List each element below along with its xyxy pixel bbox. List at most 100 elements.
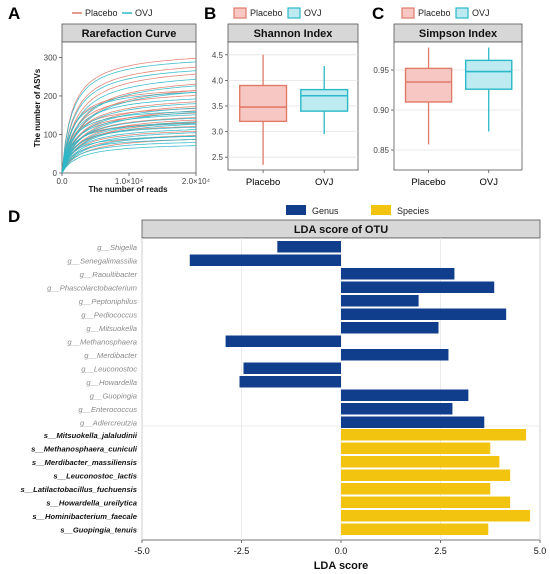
simpson-legend: Placebo OVJ xyxy=(401,7,490,19)
species-taxon-label: s__Methanosphaera_cuniculi xyxy=(31,445,138,454)
lda-legend: Genus Species xyxy=(286,205,430,216)
rarefaction-curve-ovj xyxy=(61,61,197,174)
genus-bar xyxy=(243,362,341,374)
shannon-boxes xyxy=(238,54,349,165)
panel-b-label: B xyxy=(204,4,216,23)
genus-taxon-label: g__Enterococcus xyxy=(78,405,137,414)
simpson-title: Simpson Index xyxy=(419,28,498,40)
legend-placebo-label: Placebo xyxy=(250,8,283,18)
rarefaction-curve-ovj xyxy=(61,126,197,174)
species-taxon-label: s__Howardella_ureilytica xyxy=(46,499,137,508)
genus-bar xyxy=(341,403,453,415)
genus-bar xyxy=(341,389,469,401)
rarefaction-axes: 0.0 1.0×10⁴ 2.0×10⁴ 0 100 200 300 xyxy=(44,53,211,186)
y-tick-label: 2.5 xyxy=(212,153,224,162)
rarefaction-curve-ovj xyxy=(61,129,197,174)
genus-bar xyxy=(341,322,439,334)
legend-genus-swatch xyxy=(286,205,306,215)
genus-taxon-label: g__Peptoniphilus xyxy=(79,297,137,306)
rarefaction-curve-ovj xyxy=(61,136,197,174)
genus-bar xyxy=(341,308,507,320)
rarefaction-xlabel: The number of reads xyxy=(88,185,168,194)
species-bar xyxy=(341,456,500,468)
species-bar xyxy=(341,429,527,441)
y-tick-label: 0.95 xyxy=(373,66,389,75)
species-bar xyxy=(341,523,489,535)
legend-placebo-box xyxy=(233,7,247,19)
panel-d-label: D xyxy=(8,207,20,226)
lda-xlabel: LDA score xyxy=(314,560,369,572)
y-tick-label: 4.0 xyxy=(212,76,224,85)
simpson-boxes xyxy=(404,47,513,145)
legend-ovj-box xyxy=(287,7,301,19)
lda-bars xyxy=(189,241,531,535)
x-tick-label: 5.0 xyxy=(534,546,547,556)
panel-c-label: C xyxy=(372,4,384,23)
species-taxon-label: s__Mitsuokella_jalaludinii xyxy=(44,431,138,440)
x-tick-label: 0.0 xyxy=(335,546,348,556)
x-tick-label: 0.0 xyxy=(56,177,68,186)
legend-ovj-box xyxy=(455,7,469,19)
genus-taxon-label: g__Adlercreutzia xyxy=(80,419,137,428)
x-tick-label: 2.0×10⁴ xyxy=(182,177,211,186)
genus-taxon-label: g__Guopingia xyxy=(90,392,137,401)
rarefaction-curve-placebo xyxy=(61,119,197,174)
rarefaction-title: Rarefaction Curve xyxy=(82,28,177,40)
species-bar xyxy=(341,510,531,522)
rarefaction-curve-placebo xyxy=(61,66,197,174)
rarefaction-curve-ovj xyxy=(61,103,197,174)
genus-bar xyxy=(189,254,341,266)
legend-species-label: Species xyxy=(397,206,430,216)
shannon-legend: Placebo OVJ xyxy=(233,7,322,19)
species-bar xyxy=(341,442,491,454)
genus-bar xyxy=(341,416,485,428)
legend-placebo-label: Placebo xyxy=(85,8,118,18)
y-tick-label: 3.0 xyxy=(212,128,224,137)
rarefaction-curve-ovj xyxy=(61,123,197,174)
genus-bar xyxy=(341,295,419,307)
x-category-label: OVJ xyxy=(315,177,334,188)
x-category-label: Placebo xyxy=(246,177,280,188)
genus-taxon-label: g__Phascolarctobacterium xyxy=(47,284,137,293)
species-bar xyxy=(341,469,511,481)
rarefaction-curve-ovj xyxy=(61,92,197,174)
rarefaction-curve-placebo xyxy=(61,90,197,174)
legend-ovj-label: OVJ xyxy=(304,8,322,18)
genus-bar xyxy=(341,268,455,280)
simpson-axes: 0.85 0.90 0.95 Placebo OVJ xyxy=(373,66,498,188)
rarefaction-curve-placebo xyxy=(61,130,197,174)
legend-ovj-label: OVJ xyxy=(472,8,490,18)
rarefaction-legend: Placebo OVJ xyxy=(72,8,153,18)
placebo-box xyxy=(238,84,288,123)
rarefaction-curve-ovj xyxy=(61,78,197,174)
legend-placebo-box xyxy=(401,7,415,19)
x-tick-label: -5.0 xyxy=(134,546,150,556)
y-tick-label: 0.85 xyxy=(373,146,389,155)
rarefaction-curve-ovj xyxy=(61,114,197,174)
legend-placebo-label: Placebo xyxy=(418,8,451,18)
genus-taxon-label: g__Howardella xyxy=(86,378,137,387)
genus-taxon-label: g__Pediococcus xyxy=(81,311,137,320)
species-taxon-label: s__Merdibacter_massiliensis xyxy=(32,458,137,467)
lda-axes: g__Shigella g__Senegalimassilia g__Raoulti… xyxy=(21,243,547,556)
species-bar xyxy=(341,483,491,495)
species-bar xyxy=(341,496,511,508)
panel-a-label: A xyxy=(8,4,20,23)
rarefaction-curve-ovj xyxy=(61,145,196,174)
x-tick-label: -2.5 xyxy=(234,546,250,556)
rarefaction-curve-placebo xyxy=(61,83,197,174)
rarefaction-ylabel: The number of ASVs xyxy=(33,68,42,147)
genus-bar xyxy=(341,281,495,293)
genus-taxon-label: g__Shigella xyxy=(97,243,137,252)
genus-taxon-label: g__Senegalimassilia xyxy=(67,257,137,266)
rarefaction-curve-ovj xyxy=(61,98,197,174)
rarefaction-curve-ovj xyxy=(61,123,197,174)
rarefaction-curve-placebo xyxy=(61,73,197,174)
x-tick-label: 2.5 xyxy=(434,546,447,556)
y-tick-label: 3.5 xyxy=(212,102,224,111)
species-taxon-label: s__Guopingia_tenuis xyxy=(60,526,137,535)
shannon-axes: 2.5 3.0 3.5 4.0 4.5 Placebo OVJ xyxy=(212,51,334,188)
rarefaction-curve-ovj xyxy=(61,107,197,174)
x-category-label: Placebo xyxy=(411,177,445,188)
